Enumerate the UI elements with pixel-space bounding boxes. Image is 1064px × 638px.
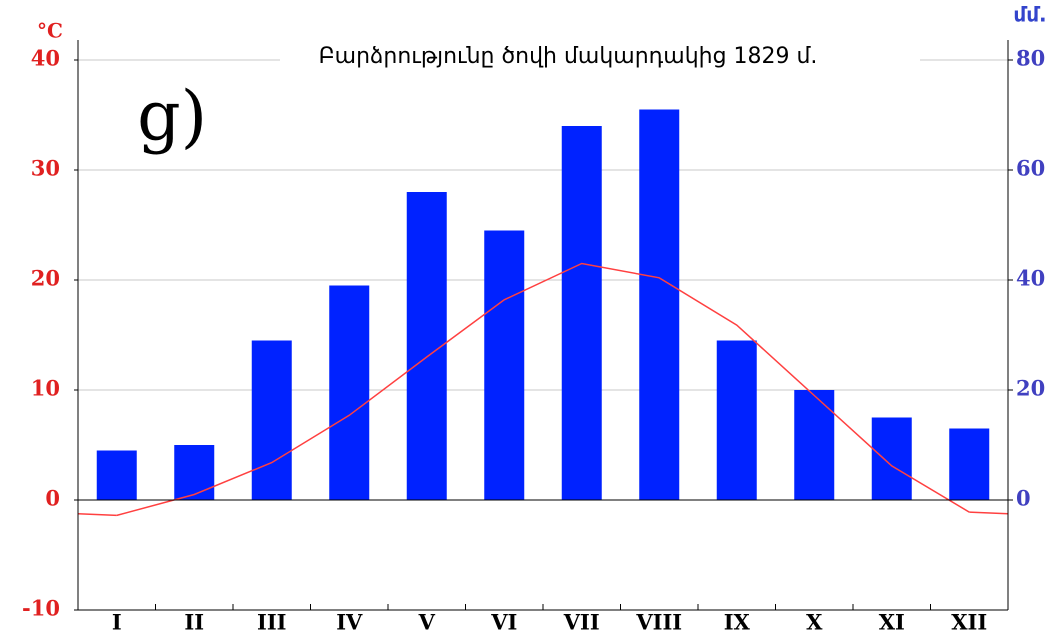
x-tick-label: III [257, 610, 286, 635]
bar [406, 192, 447, 500]
bar [716, 340, 757, 500]
y-tick-label: 10 [31, 376, 60, 401]
y-tick-label: 40 [31, 46, 60, 71]
y2-tick-label: 80 [1016, 46, 1045, 71]
line [116, 262, 970, 517]
y2-tick-label: 0 [1016, 486, 1031, 511]
bar [484, 230, 525, 500]
bar [251, 340, 292, 500]
bar [329, 285, 370, 500]
bar [174, 445, 215, 500]
y-tick-label: -10 [22, 596, 60, 621]
bar [871, 417, 912, 500]
bar [561, 126, 602, 500]
y2-axis-label: մմ. [1013, 3, 1046, 27]
line-wrap [77, 513, 117, 517]
bar [794, 390, 835, 500]
y-tick-label: 20 [31, 266, 60, 291]
bar [949, 428, 990, 500]
x-tick-label: VII [563, 610, 600, 635]
bar [639, 109, 680, 500]
x-tick-label: XI [879, 610, 905, 635]
x-tick-label: XII [951, 610, 987, 635]
line-wrap [969, 511, 1009, 515]
y-axis-label: °C [37, 19, 63, 43]
y2-tick-label: 20 [1016, 376, 1045, 401]
x-tick-label: V [418, 610, 436, 635]
x-tick-label: X [806, 610, 823, 635]
panel-label: ց) [137, 78, 207, 157]
x-tick-label: VI [490, 610, 517, 635]
x-tick-label: IV [336, 610, 363, 635]
x-tick-label: VIII [635, 610, 682, 635]
y2-tick-label: 60 [1016, 156, 1045, 181]
y2-tick-label: 40 [1016, 266, 1045, 291]
x-tick-label: I [112, 610, 122, 635]
x-tick-label: II [184, 610, 204, 635]
chart-title: Բարձրությունը ծովի մակարդակից 1829 մ. [319, 44, 818, 69]
title-bg [280, 40, 920, 74]
bar [96, 450, 137, 500]
x-tick-label: IX [724, 610, 751, 635]
y-tick-label: 0 [45, 486, 60, 511]
y-tick-label: 30 [31, 156, 60, 181]
